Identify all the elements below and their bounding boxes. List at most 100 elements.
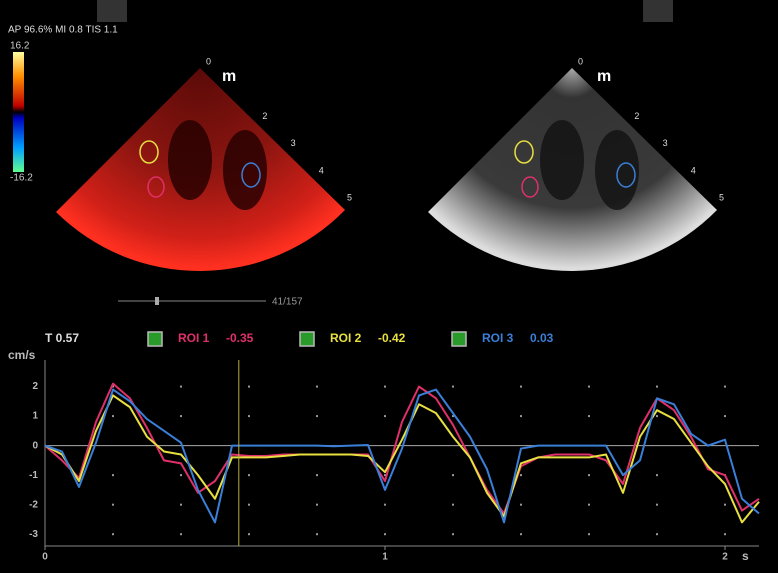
roi-ellipse <box>139 140 159 164</box>
legend-name: ROI 2 <box>330 331 362 345</box>
depth-label: 2 <box>262 111 267 121</box>
grid-dot <box>452 385 454 388</box>
x-axis-label: s <box>742 549 749 563</box>
grid-dot <box>724 385 726 388</box>
depth-label: 0 <box>578 56 583 66</box>
depth-label: 3 <box>663 138 668 148</box>
y-tick-label: 2 <box>32 381 38 392</box>
y-tick-label: -2 <box>29 499 38 510</box>
grid-dot <box>724 503 726 506</box>
grid-dot <box>656 533 658 536</box>
grid-dot <box>248 385 250 388</box>
header-text: AP 96.6% MI 0.8 TIS 1.1 <box>8 25 118 36</box>
grid-dot <box>112 503 114 506</box>
roi-ellipse <box>616 162 636 188</box>
grid-dot <box>248 415 250 418</box>
probe-marker: m <box>597 68 611 85</box>
grid-dot <box>112 385 114 388</box>
probe-marker: m <box>222 68 236 85</box>
cavity <box>168 120 212 200</box>
series-line <box>44 394 760 524</box>
grid-dot <box>520 474 522 477</box>
grid-dot <box>384 385 386 388</box>
grid-dot <box>316 533 318 536</box>
slider-label: 41/157 <box>272 297 303 308</box>
depth-label: 4 <box>691 165 696 175</box>
grid-dot <box>656 385 658 388</box>
legend-reading: -0.42 <box>378 331 406 345</box>
grid-dot <box>588 415 590 418</box>
grid-dot <box>588 385 590 388</box>
roi-ellipse <box>514 140 534 164</box>
y-tick-label: 1 <box>32 411 38 422</box>
grid-dot <box>180 533 182 536</box>
legend-swatch <box>451 331 467 347</box>
grid-dot <box>180 385 182 388</box>
legend-reading: 0.03 <box>530 331 554 345</box>
grid-dot <box>180 415 182 418</box>
depth-label: 0 <box>206 56 211 66</box>
y-axis-label: cm/s <box>8 348 36 362</box>
grid-dots <box>112 415 726 418</box>
grid-dot <box>180 474 182 477</box>
grid-dot <box>520 385 522 388</box>
depth-label: 5 <box>719 193 724 203</box>
color-bar <box>13 52 24 172</box>
legend-swatch <box>147 331 163 347</box>
grid-dot <box>384 503 386 506</box>
series-line <box>44 382 760 515</box>
cavity <box>223 130 267 210</box>
grid-dot <box>248 503 250 506</box>
grid-dot <box>452 533 454 536</box>
grid-dots <box>112 385 726 388</box>
grid-dot <box>384 474 386 477</box>
depth-label: 5 <box>347 193 352 203</box>
grid-dot <box>112 415 114 418</box>
grid-dot <box>384 533 386 536</box>
grid-dot <box>724 415 726 418</box>
grid-dot <box>656 503 658 506</box>
grid-dots <box>112 474 726 477</box>
legend-name: ROI 3 <box>482 331 514 345</box>
y-tick-label: -3 <box>29 529 38 540</box>
grid-dot <box>316 474 318 477</box>
bmode-image: m <box>428 68 717 272</box>
grid-dot <box>180 503 182 506</box>
grid-dot <box>520 503 522 506</box>
grid-dot <box>724 533 726 536</box>
thumbnail <box>643 0 673 22</box>
grid-dots <box>112 533 726 536</box>
slider-handle[interactable] <box>155 297 159 305</box>
cavity <box>540 120 584 200</box>
grid-dot <box>520 533 522 536</box>
roi-ellipse <box>147 176 165 198</box>
grid-dot <box>656 474 658 477</box>
grid-dot <box>588 533 590 536</box>
x-tick-label: 2 <box>722 552 728 563</box>
grid-dot <box>112 474 114 477</box>
grid-dots <box>112 503 726 506</box>
roi-ellipse <box>521 176 539 198</box>
series-line <box>44 388 760 524</box>
grid-dot <box>248 533 250 536</box>
legend-name: ROI 1 <box>178 331 210 345</box>
grid-dot <box>452 474 454 477</box>
y-tick-label: 0 <box>32 440 38 451</box>
y-tick-label: -1 <box>29 470 38 481</box>
depth-label: 3 <box>291 138 296 148</box>
depth-label: 4 <box>319 165 324 175</box>
grid-dot <box>588 503 590 506</box>
color-tdi-image: m <box>56 68 345 272</box>
x-tick-label: 0 <box>42 552 48 563</box>
grid-dot <box>316 385 318 388</box>
grid-dot <box>588 474 590 477</box>
legend-reading: -0.35 <box>226 331 254 345</box>
colorbar-min: -16.2 <box>10 173 33 184</box>
grid-dot <box>520 415 522 418</box>
roi-ellipse <box>241 162 261 188</box>
grid-dot <box>384 415 386 418</box>
grid-dot <box>656 415 658 418</box>
legend-swatch <box>299 331 315 347</box>
chart: T 0.57 ROI 1 -0.35 ROI 2 -0.42 ROI 3 0.03 cm/s s… <box>8 331 760 563</box>
